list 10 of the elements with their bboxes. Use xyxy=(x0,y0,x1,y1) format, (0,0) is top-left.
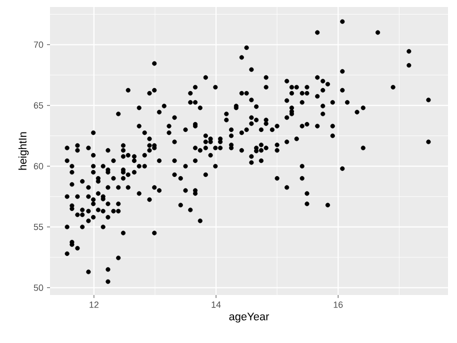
y-tick-label: 65 xyxy=(34,102,44,109)
y-tick-label: 50 xyxy=(34,284,44,291)
y-tick-label: 55 xyxy=(34,224,44,230)
x-tick-label: 16 xyxy=(334,302,343,308)
x-axis-title: ageYear xyxy=(229,312,270,323)
x-tick-label: 14 xyxy=(212,302,221,308)
y-tick-label: 60 xyxy=(34,163,44,170)
x-tick-label: 12 xyxy=(90,302,98,308)
y-axis-title: heightIn xyxy=(18,132,29,170)
y-tick-label: 70 xyxy=(34,41,44,48)
